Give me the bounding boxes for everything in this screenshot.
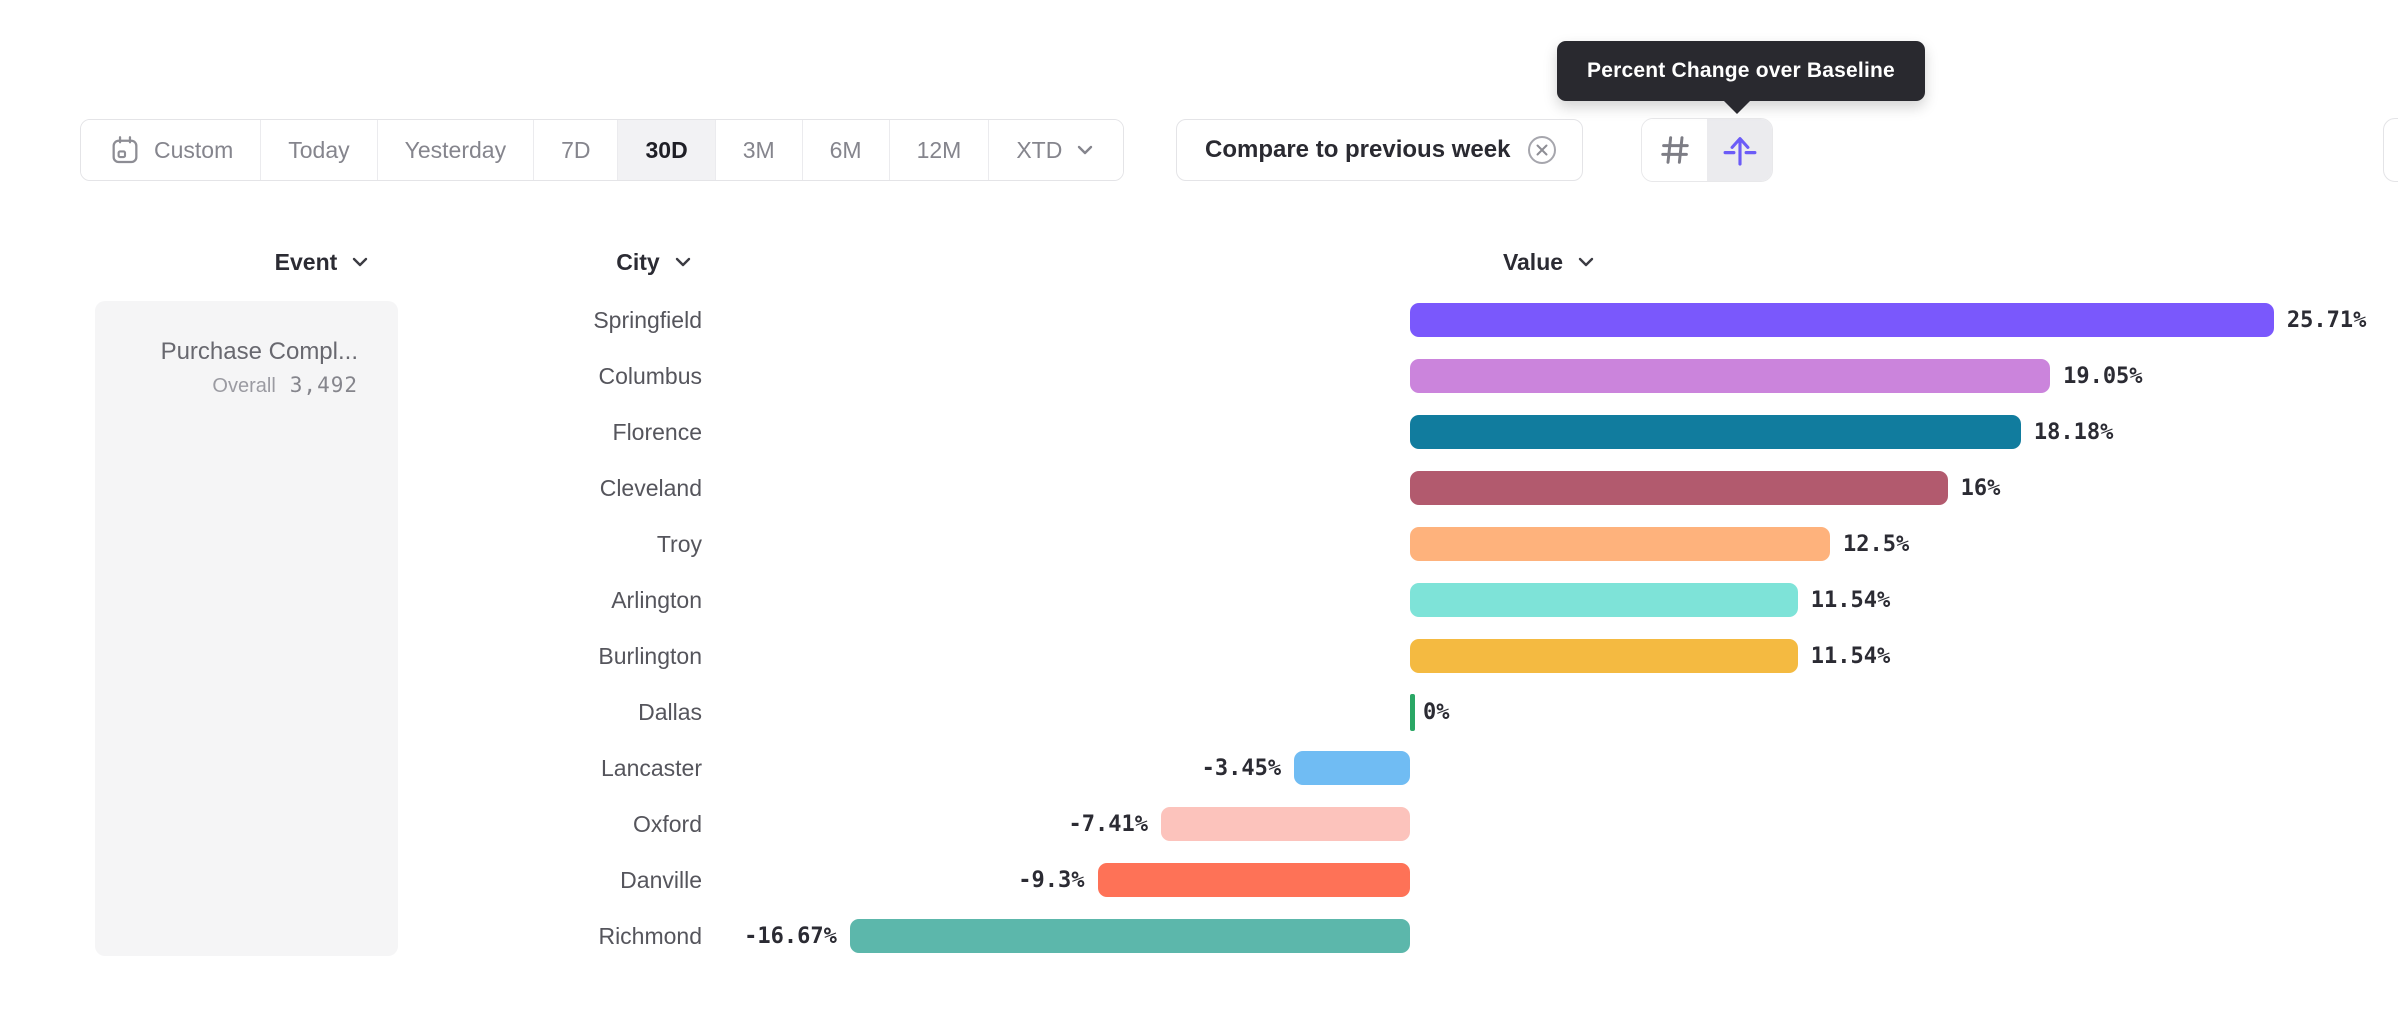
column-header-event-label: Event xyxy=(274,248,338,275)
chart-row: Columbus 19.05% xyxy=(0,348,2398,404)
chart-row: Arlington 11.54% xyxy=(0,572,2398,628)
bar-value-label: 25.71% xyxy=(2286,308,2367,333)
hash-icon xyxy=(1660,136,1689,164)
date-range-label: 6M xyxy=(829,136,862,163)
baseline-arrow-icon xyxy=(1723,137,1756,166)
chart-row: Richmond -16.67% xyxy=(0,908,2398,964)
date-range-custom[interactable]: Custom xyxy=(81,120,262,180)
bar[interactable] xyxy=(1097,863,1410,897)
bar-value-label: 18.18% xyxy=(2033,420,2114,445)
column-header-value[interactable]: Value xyxy=(1455,246,1645,278)
column-header-city-label: City xyxy=(616,248,660,275)
chart-row: Lancaster -3.45% xyxy=(0,740,2398,796)
number-view-button[interactable] xyxy=(1642,119,1707,181)
chevron-down-icon xyxy=(675,257,690,267)
date-range-label: 30D xyxy=(645,136,688,163)
bar[interactable] xyxy=(1410,639,1798,673)
date-range-toolbar: Custom Today Yesterday 7D 30D 3M 6M 12M XTD xyxy=(80,119,1125,181)
bar-value-label: -9.3% xyxy=(1018,868,1085,893)
bar-value-label: 11.54% xyxy=(1810,588,1891,613)
bar-value-label: 12.5% xyxy=(1843,532,1910,557)
row-label: Cleveland xyxy=(599,475,702,501)
event-overall: Overall 3,492 xyxy=(95,373,358,398)
date-range-today[interactable]: Today xyxy=(261,120,378,180)
row-label: Dallas xyxy=(638,699,702,725)
bar[interactable] xyxy=(849,919,1410,953)
tooltip: Percent Change over Baseline xyxy=(1557,41,1925,114)
bar[interactable] xyxy=(1294,751,1410,785)
calendar-icon xyxy=(112,136,138,164)
date-range-label: 3M xyxy=(742,136,775,163)
bar[interactable] xyxy=(1410,415,2021,449)
close-circle-icon[interactable] xyxy=(1526,134,1558,166)
date-range-label: Today xyxy=(288,136,350,163)
date-range-label: 12M xyxy=(916,136,962,163)
chart-row: Cleveland 16% xyxy=(0,460,2398,516)
bar[interactable] xyxy=(1161,807,1410,841)
event-overall-label: Overall xyxy=(212,375,276,397)
bar-value-label: 19.05% xyxy=(2063,364,2143,389)
tooltip-text: Percent Change over Baseline xyxy=(1587,59,1895,82)
compare-chip[interactable]: Compare to previous week xyxy=(1176,119,1584,181)
event-name: Purchase Compl... xyxy=(160,338,358,365)
event-overall-value: 3,492 xyxy=(289,373,358,397)
row-label: Lancaster xyxy=(600,755,702,781)
partial-control[interactable] xyxy=(2383,118,2398,182)
date-range-30d[interactable]: 30D xyxy=(618,120,716,180)
row-label: Arlington xyxy=(611,587,702,613)
chart-row: Oxford -7.41% xyxy=(0,796,2398,852)
bar[interactable] xyxy=(1410,694,1415,731)
date-range-12m[interactable]: 12M xyxy=(889,120,990,180)
chart-row: Burlington 11.54% xyxy=(0,628,2398,684)
view-toggle-group xyxy=(1641,118,1773,182)
bar[interactable] xyxy=(1410,583,1798,617)
row-label: Florence xyxy=(612,419,702,445)
compare-chip-label: Compare to previous week xyxy=(1205,136,1511,163)
chart-row: Troy 12.5% xyxy=(0,516,2398,572)
chart-row: Dallas 0% xyxy=(0,684,2398,740)
chevron-down-icon xyxy=(353,257,368,267)
percent-change-view-button[interactable] xyxy=(1707,119,1772,181)
row-label: Oxford xyxy=(632,811,702,837)
chevron-down-icon xyxy=(1578,257,1594,267)
row-label: Troy xyxy=(656,531,702,557)
date-range-label: Custom xyxy=(154,136,234,163)
chart-row: Springfield 25.71% xyxy=(0,292,2398,348)
bar-value-label: -3.45% xyxy=(1201,756,1282,781)
bar-value-label: -7.41% xyxy=(1068,812,1149,837)
row-label: Richmond xyxy=(598,923,702,949)
bar-chart: Springfield 25.71% Columbus 19.05% Florence 1… xyxy=(0,292,2398,964)
bar[interactable] xyxy=(1410,527,1830,561)
bar-value-label: 11.54% xyxy=(1810,644,1891,669)
date-range-label: Yesterday xyxy=(404,136,507,163)
date-range-label: XTD xyxy=(1016,136,1063,163)
bar[interactable] xyxy=(1410,303,2274,337)
date-range-label: 7D xyxy=(561,136,591,163)
date-range-xtd[interactable]: XTD xyxy=(989,120,1124,180)
bar-value-label: 0% xyxy=(1423,700,1450,725)
date-range-6m[interactable]: 6M xyxy=(802,120,890,180)
chart-row: Danville -9.3% xyxy=(0,852,2398,908)
event-card[interactable]: Purchase Compl... Overall 3,492 xyxy=(95,301,398,956)
date-range-3m[interactable]: 3M xyxy=(715,120,803,180)
chevron-down-icon xyxy=(1078,145,1093,155)
row-label: Springfield xyxy=(593,307,702,333)
row-label: Danville xyxy=(620,867,702,893)
chart-row: Florence 18.18% xyxy=(0,404,2398,460)
column-header-event[interactable]: Event xyxy=(233,246,413,278)
bar[interactable] xyxy=(1410,359,2051,393)
bar-value-label: 16% xyxy=(1960,476,2001,501)
date-range-yesterday[interactable]: Yesterday xyxy=(377,120,535,180)
tooltip-caret xyxy=(1723,100,1751,114)
date-range-7d[interactable]: 7D xyxy=(534,120,619,180)
bar[interactable] xyxy=(1410,471,1948,505)
row-label: Burlington xyxy=(598,643,702,669)
row-label: Columbus xyxy=(598,363,702,389)
bar-value-label: -16.67% xyxy=(744,924,837,949)
column-header-value-label: Value xyxy=(1502,248,1564,275)
column-header-city[interactable]: City xyxy=(565,246,745,278)
